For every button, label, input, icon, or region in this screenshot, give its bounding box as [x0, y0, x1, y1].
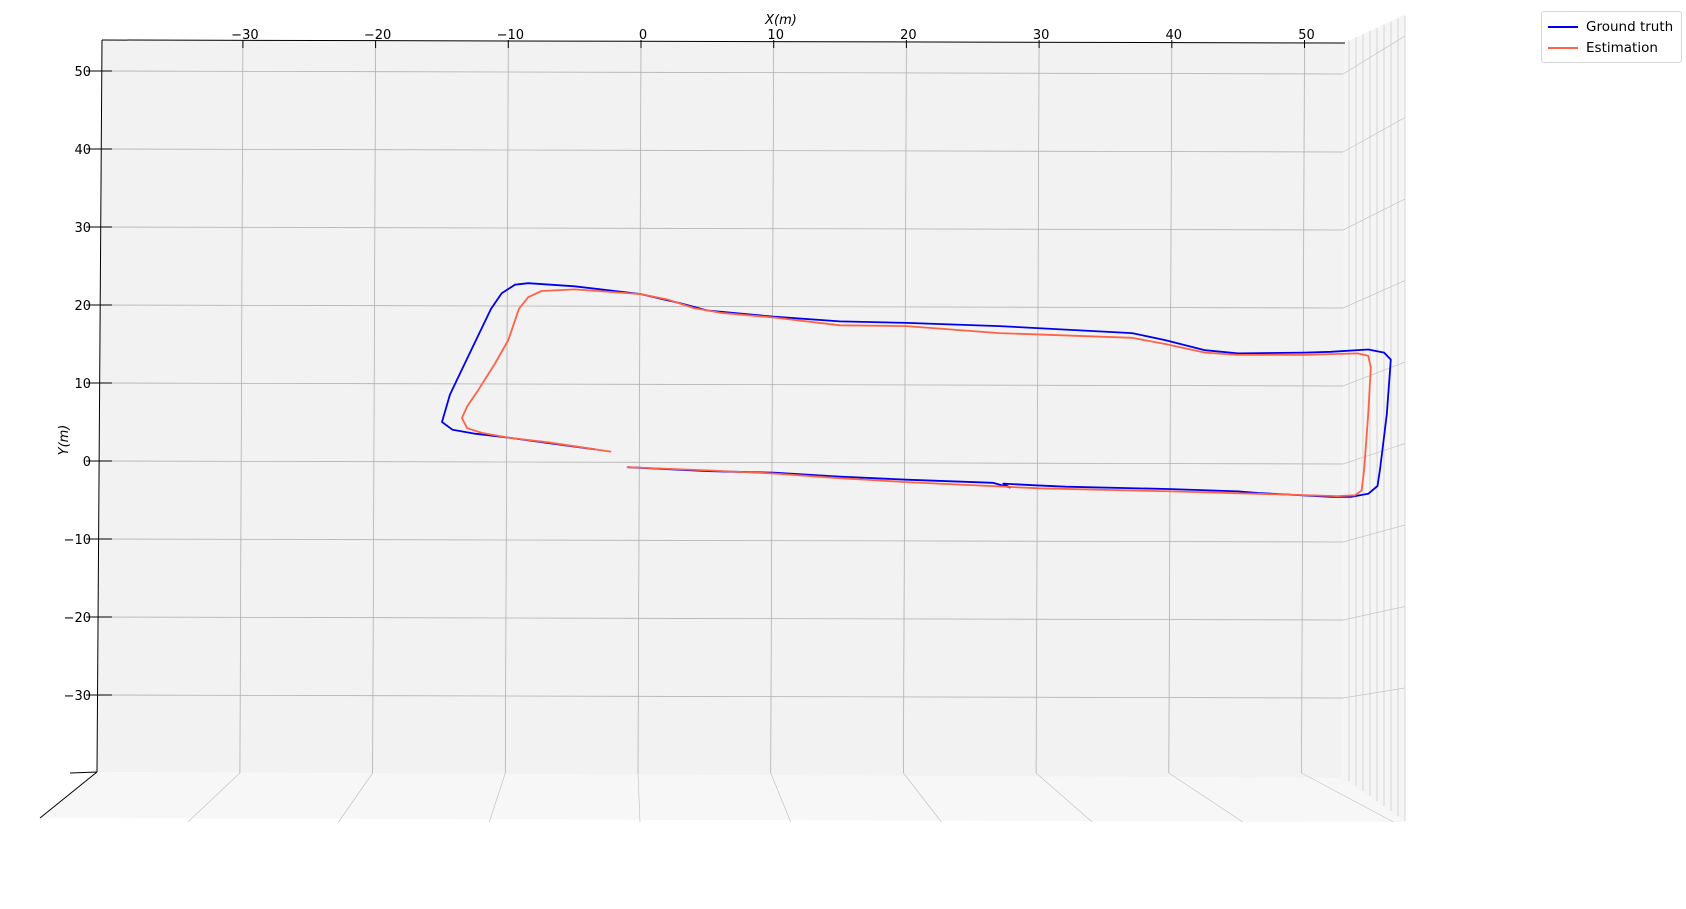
x-grid-line — [1035, 41, 1040, 774]
floor-grid-line — [338, 772, 373, 823]
y-tick-label: −10 — [64, 533, 91, 548]
grid-lines — [101, 16, 1406, 823]
x-grid-line — [1168, 41, 1173, 774]
tick-labels: 50 40 30 20 10 0 −10 −20 −30 −30 −20 −10 0 10 20 30 40 50 — [64, 28, 1315, 704]
x-tick-label: 30 — [1033, 28, 1050, 43]
y-tick-label: −20 — [64, 611, 91, 626]
legend-swatch-estimation — [1548, 46, 1578, 49]
x-grid-line — [903, 41, 907, 774]
y-tick-label: −30 — [64, 689, 91, 704]
z-axis-spine — [39, 771, 98, 819]
legend-label-ground-truth: Ground truth — [1586, 18, 1674, 35]
z-axis-tick — [69, 771, 98, 774]
floor-grid-line — [1035, 772, 1093, 823]
x-tick-label: −20 — [364, 28, 391, 43]
axis-spines — [39, 39, 1346, 819]
series-line-ground-truth — [441, 282, 1392, 498]
y-tick-label: 0 — [83, 455, 91, 470]
x-tick-label: 20 — [900, 28, 917, 43]
side-grid-line — [1342, 198, 1406, 231]
x-tick-label: 0 — [639, 28, 647, 43]
y-grid-line — [101, 694, 1344, 699]
floor-pane — [40, 772, 1405, 822]
legend-item-ground-truth: Ground truth — [1548, 16, 1673, 37]
floor-grid-line — [770, 772, 792, 823]
y-grid-line — [101, 538, 1344, 543]
legend-label-estimation: Estimation — [1586, 39, 1658, 56]
x-grid-line — [1301, 41, 1305, 774]
series-lines — [441, 282, 1392, 498]
y-grid-line — [101, 304, 1344, 309]
x-grid-line — [239, 41, 244, 774]
x-tick-label: 40 — [1166, 28, 1183, 43]
side-grid-line — [1342, 687, 1406, 699]
floor-grid-line — [1301, 772, 1394, 823]
x-tick-label: 10 — [767, 28, 784, 43]
x-grid-line — [637, 41, 642, 774]
axis-labels: X(m) Y(m) — [57, 13, 797, 455]
y-tick-label: 40 — [74, 143, 91, 158]
y-axis-spine — [96, 39, 103, 773]
x-axis-spine — [101, 39, 1346, 44]
x-tick-label: 50 — [1298, 28, 1315, 43]
y-grid-line — [101, 616, 1344, 621]
x-axis-label: X(m) — [764, 13, 797, 28]
side-grid-line — [1342, 443, 1406, 465]
side-grid-line — [1342, 606, 1406, 621]
y-grid-line — [101, 148, 1344, 153]
series-line-estimation — [461, 288, 1372, 497]
y-grid-line — [101, 226, 1344, 231]
axes-panes — [40, 14, 1405, 822]
side-grid-line — [1342, 524, 1406, 543]
floor-grid-line — [488, 772, 506, 823]
y-grid-line — [101, 382, 1344, 387]
y-tick-label: 50 — [74, 65, 91, 80]
x-tick-label: −30 — [231, 28, 258, 43]
x-grid-line — [372, 41, 377, 774]
floor-grid-line — [637, 772, 641, 823]
side-pane — [1341, 14, 1405, 822]
x-grid-line — [770, 41, 775, 774]
side-grid-line — [1342, 117, 1406, 153]
legend: Ground truth Estimation — [1541, 11, 1683, 63]
x-tick-label: −10 — [497, 28, 524, 43]
y-grid-line — [101, 70, 1344, 75]
y-tick-label: 10 — [74, 377, 91, 392]
floor-grid-line — [187, 772, 241, 823]
x-grid-line — [504, 41, 509, 774]
y-axis-label: Y(m) — [57, 425, 72, 456]
side-grid-line — [1342, 361, 1406, 387]
y-tick-label: 20 — [74, 299, 91, 314]
legend-swatch-ground-truth — [1548, 25, 1578, 28]
floor-grid-line — [903, 772, 942, 823]
y-grid-line — [101, 460, 1344, 465]
y-tick-label: 30 — [74, 221, 91, 236]
side-grid-line — [1342, 35, 1406, 75]
side-grid-line — [1342, 280, 1406, 309]
floor-grid-line — [1168, 772, 1243, 823]
back-pane — [97, 40, 1345, 778]
legend-item-estimation: Estimation — [1548, 37, 1673, 58]
